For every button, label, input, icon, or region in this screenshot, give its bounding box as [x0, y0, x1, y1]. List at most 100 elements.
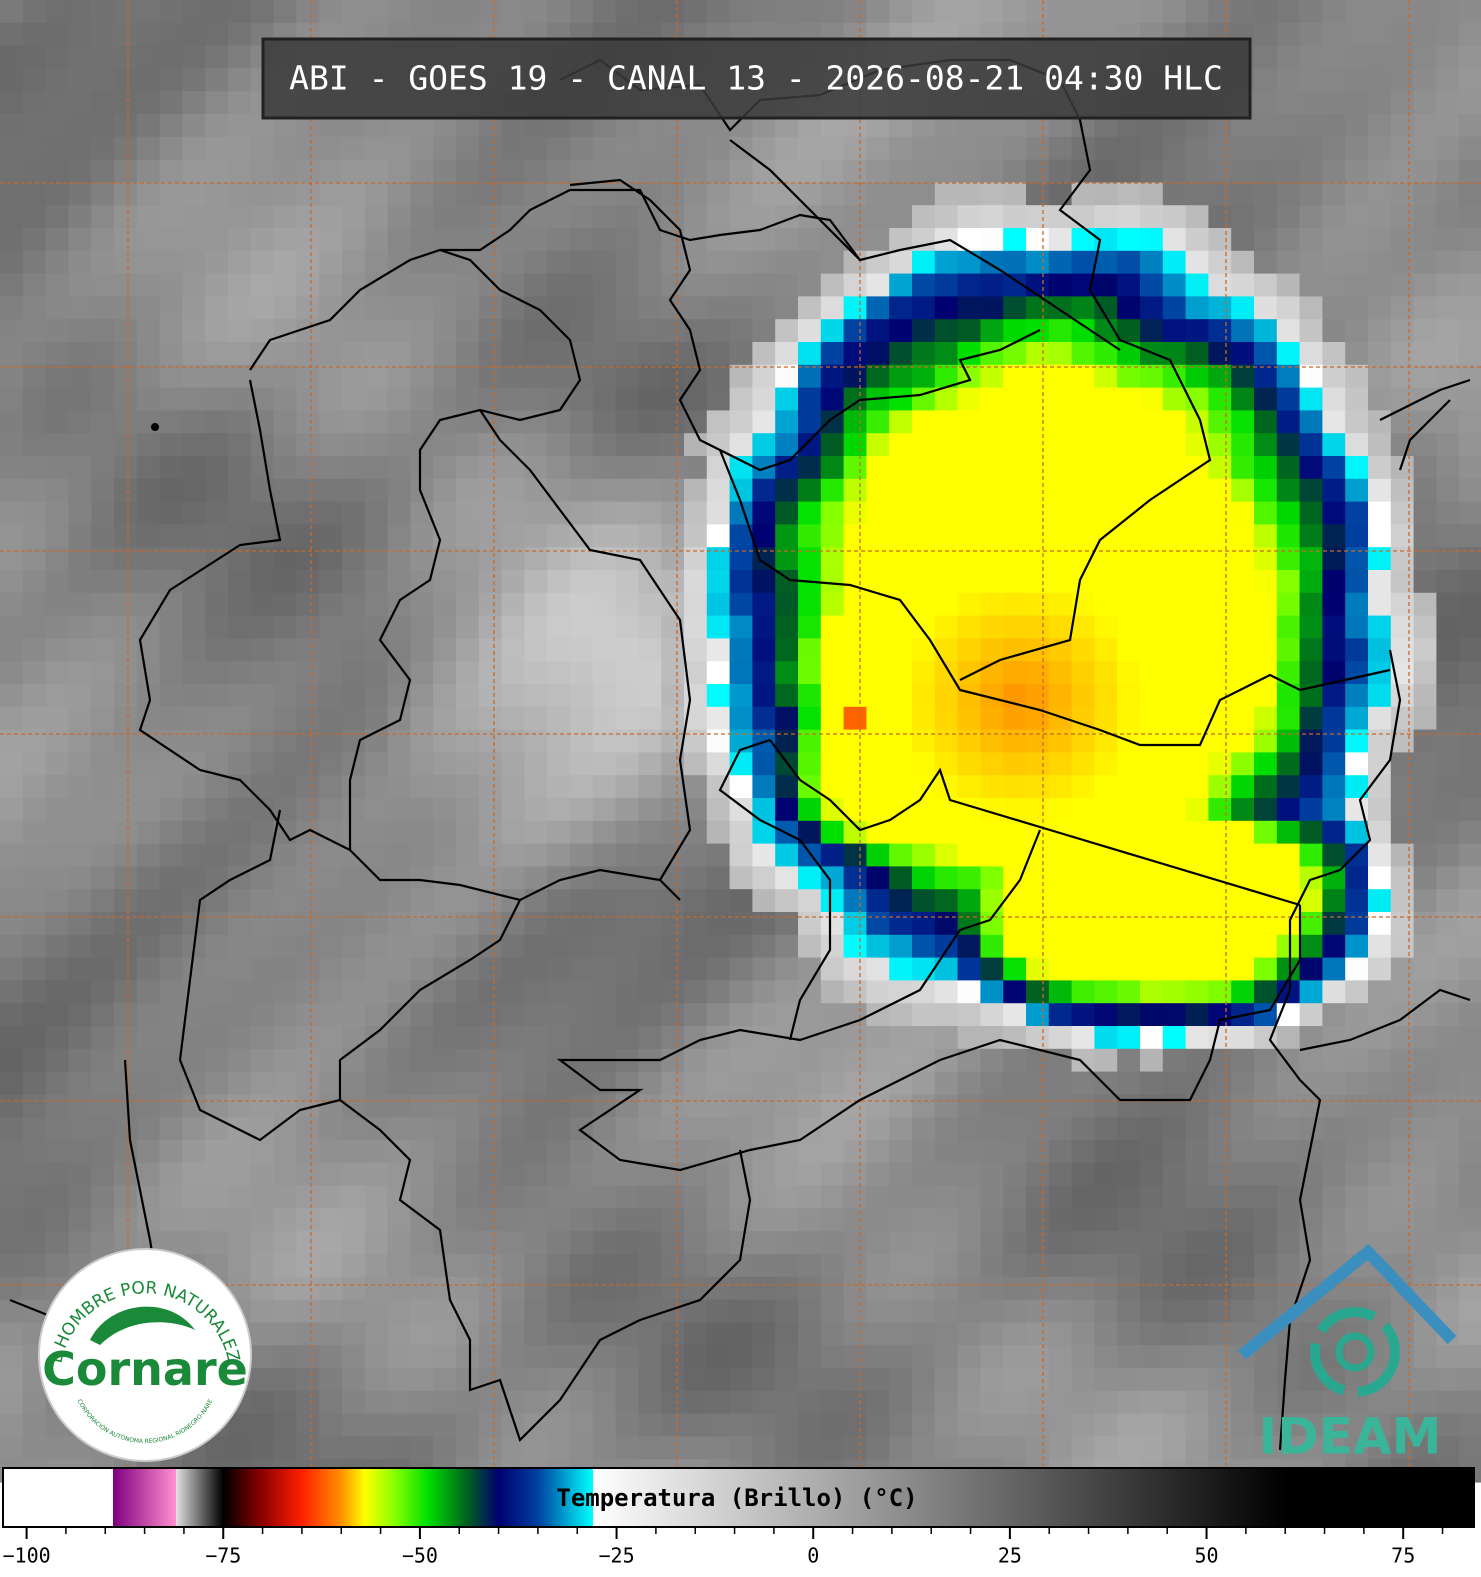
pixel	[1345, 684, 1369, 708]
pixel	[661, 547, 685, 571]
pixel	[889, 1390, 913, 1415]
pixel	[1208, 478, 1232, 503]
pixel	[1071, 729, 1095, 753]
pixel	[91, 866, 115, 890]
pixel	[205, 570, 229, 594]
pixel	[638, 250, 662, 275]
pixel	[592, 1299, 617, 1323]
pixel	[159, 1003, 183, 1027]
pixel	[957, 387, 981, 411]
pixel	[1071, 433, 1095, 457]
pixel	[1299, 250, 1323, 275]
pixel	[478, 1026, 503, 1050]
pixel	[456, 1026, 480, 1050]
pixel	[22, 820, 47, 845]
pixel	[501, 1094, 525, 1118]
pixel	[1071, 1003, 1095, 1027]
pixel	[501, 661, 525, 685]
pixel	[433, 957, 457, 981]
pixel	[1436, 1299, 1460, 1323]
pixel	[1026, 0, 1050, 24]
pixel	[1094, 570, 1118, 594]
pixel	[273, 1322, 297, 1346]
pixel	[798, 934, 822, 959]
pixel	[296, 364, 320, 389]
pixel	[1276, 957, 1301, 981]
pixel	[1162, 1048, 1187, 1073]
pixel	[570, 1231, 594, 1255]
pixel	[524, 1117, 548, 1141]
pixel	[866, 364, 890, 389]
pixel	[729, 1208, 753, 1232]
pixel	[1368, 570, 1392, 594]
pixel	[1254, 296, 1278, 320]
pixel	[319, 182, 343, 206]
pixel	[478, 296, 503, 320]
pixel	[114, 205, 138, 229]
pixel	[524, 182, 548, 206]
pixel	[592, 1117, 617, 1141]
pixel	[1459, 1299, 1481, 1323]
pixel	[1094, 205, 1118, 229]
pixel	[1390, 273, 1415, 297]
pixel	[1140, 1071, 1164, 1095]
pixel	[182, 889, 206, 913]
pixel	[684, 570, 708, 594]
pixel	[159, 342, 183, 366]
colorbar-tick-label: −100	[3, 1544, 51, 1568]
pixel	[182, 684, 206, 708]
pixel	[342, 1162, 366, 1187]
pixel	[456, 1208, 480, 1232]
pixel	[980, 706, 1004, 731]
pixel	[889, 1048, 913, 1073]
pixel	[1254, 159, 1278, 183]
pixel	[1162, 1140, 1187, 1164]
pixel	[1390, 638, 1415, 662]
pixel	[1140, 980, 1164, 1004]
pixel	[296, 1140, 320, 1164]
pixel	[501, 775, 525, 799]
pixel	[820, 1185, 845, 1209]
pixel	[912, 1003, 936, 1027]
pixel	[1231, 1117, 1255, 1141]
pixel	[22, 706, 47, 731]
pixel	[1254, 250, 1278, 275]
pixel	[638, 752, 662, 776]
pixel	[228, 570, 252, 594]
pixel	[912, 410, 936, 434]
pixel	[912, 136, 936, 161]
pixel	[0, 1390, 24, 1415]
pixel	[501, 1322, 525, 1346]
pixel	[1459, 843, 1481, 867]
pixel	[615, 1071, 639, 1095]
pixel	[0, 1322, 24, 1346]
pixel	[410, 889, 434, 913]
pixel	[1368, 1003, 1392, 1027]
pixel	[638, 570, 662, 594]
pixel	[159, 1071, 183, 1095]
pixel	[1459, 250, 1481, 275]
pixel	[1436, 1413, 1460, 1437]
pixel	[136, 570, 161, 594]
pixel	[752, 1208, 776, 1232]
pixel	[45, 661, 69, 685]
pixel	[684, 798, 708, 822]
pixel	[1390, 22, 1415, 47]
pixel	[957, 159, 981, 183]
pixel	[638, 1003, 662, 1027]
pixel	[91, 228, 115, 252]
pixel	[729, 1368, 753, 1392]
pixel	[706, 1048, 731, 1073]
pixel	[410, 250, 434, 275]
pixel	[729, 410, 753, 434]
pixel	[592, 1094, 617, 1118]
pixel	[1345, 775, 1369, 799]
pixel	[342, 296, 366, 320]
pixel	[1436, 136, 1460, 161]
pixel	[1231, 250, 1255, 275]
pixel	[934, 592, 959, 617]
pixel	[524, 820, 548, 845]
pixel	[1436, 68, 1460, 92]
pixel	[798, 1322, 822, 1346]
pixel	[319, 387, 343, 411]
